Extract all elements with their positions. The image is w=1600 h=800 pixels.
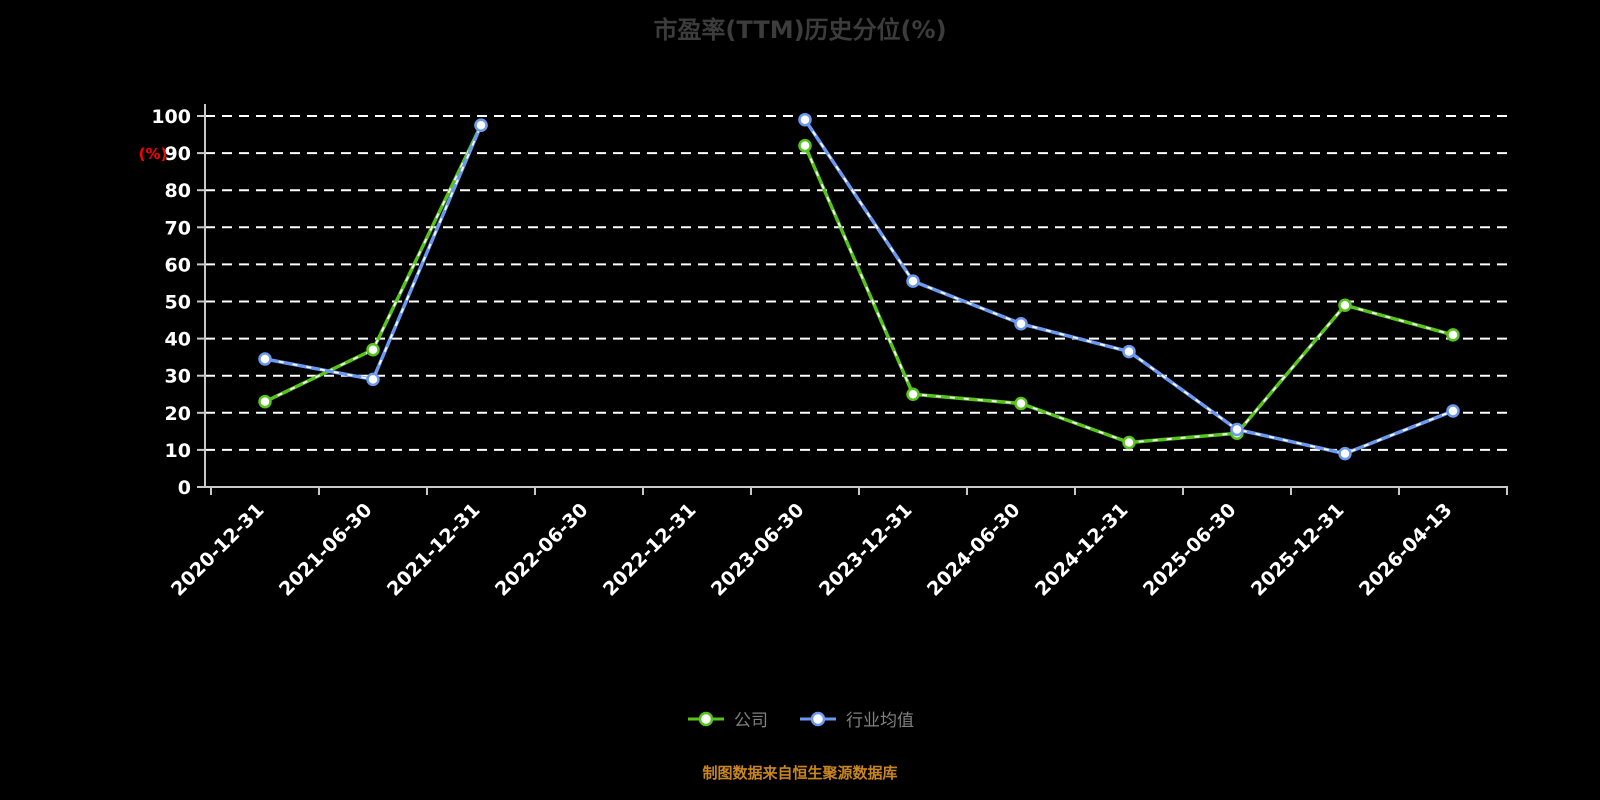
x-axis-label: 2021-12-31 [383, 499, 485, 601]
y-axis-tick-label: 30 [165, 366, 191, 388]
x-axis-label: 2024-06-30 [923, 499, 1025, 601]
data-point-marker[interactable] [1446, 404, 1460, 418]
x-axis-label: 2021-06-30 [275, 499, 377, 601]
legend-marker-circle [698, 711, 714, 726]
legend-marker-circle [810, 711, 826, 726]
data-point-marker[interactable] [1014, 317, 1028, 331]
data-point-marker[interactable] [1230, 422, 1244, 437]
data-point-marker[interactable] [1014, 396, 1028, 411]
y-axis-tick-label: 80 [165, 180, 191, 202]
y-axis-tick-label: 70 [165, 217, 191, 239]
legend: 公司 行业均值 [0, 706, 1600, 731]
data-point-marker[interactable] [798, 138, 812, 153]
data-point-marker[interactable] [258, 352, 272, 366]
y-axis-tick-label: 100 [151, 106, 191, 128]
data-point-marker[interactable] [906, 274, 920, 288]
y-axis-tick-label: 10 [165, 440, 191, 462]
legend-marker-industry [800, 711, 836, 726]
x-axis-label: 2023-12-31 [815, 499, 917, 601]
legend-label-company: 公司 [734, 711, 768, 731]
chart-title: 市盈率(TTM)历史分位(%) [653, 16, 947, 44]
x-axis-label: 2022-12-31 [599, 499, 701, 601]
data-point-marker[interactable] [258, 394, 272, 409]
y-axis-tick-label: 60 [165, 254, 191, 276]
legend-item-company[interactable]: 公司 [686, 706, 768, 731]
data-point-marker[interactable] [366, 372, 380, 387]
x-axis-label: 2025-06-30 [1139, 499, 1241, 601]
chart-footer: 制图数据来自恒生聚源数据库 [702, 764, 898, 782]
x-axis-label: 2024-12-31 [1031, 499, 1133, 601]
x-axis-label: 2025-12-31 [1247, 499, 1349, 601]
series-line-overlay-1 [264, 124, 482, 381]
data-point-marker[interactable] [366, 342, 380, 357]
y-axis-tick-label: 0 [178, 477, 191, 499]
x-axis-label: 2026-04-13 [1355, 499, 1457, 601]
y-axis-tick-label: 20 [165, 403, 191, 425]
legend-item-industry[interactable]: 行业均值 [798, 706, 914, 731]
y-axis-tick-label: 40 [165, 329, 191, 351]
legend-label-industry: 行业均值 [846, 711, 914, 731]
x-axis-label: 2022-06-30 [491, 499, 593, 601]
data-point-marker[interactable] [906, 387, 920, 401]
y-axis-tick-label: 90 [165, 143, 191, 165]
data-point-marker[interactable] [798, 112, 812, 127]
data-point-marker[interactable] [1122, 344, 1136, 359]
x-axis-label: 2023-06-30 [707, 499, 809, 601]
data-point-marker[interactable] [1122, 435, 1136, 450]
series-line-overlay-1 [804, 119, 1454, 455]
y-axis-tick-label: 50 [165, 292, 191, 314]
data-point-marker[interactable] [474, 118, 488, 133]
series-line-1 [263, 123, 483, 382]
data-point-marker[interactable] [1446, 328, 1460, 342]
series-line-1 [803, 117, 1455, 456]
y-axis-title: (%) [139, 145, 168, 163]
data-point-marker[interactable] [1338, 298, 1352, 312]
legend-marker-company [688, 711, 724, 726]
x-axis-label: 2020-12-31 [167, 499, 269, 601]
data-point-marker[interactable] [1338, 446, 1352, 461]
